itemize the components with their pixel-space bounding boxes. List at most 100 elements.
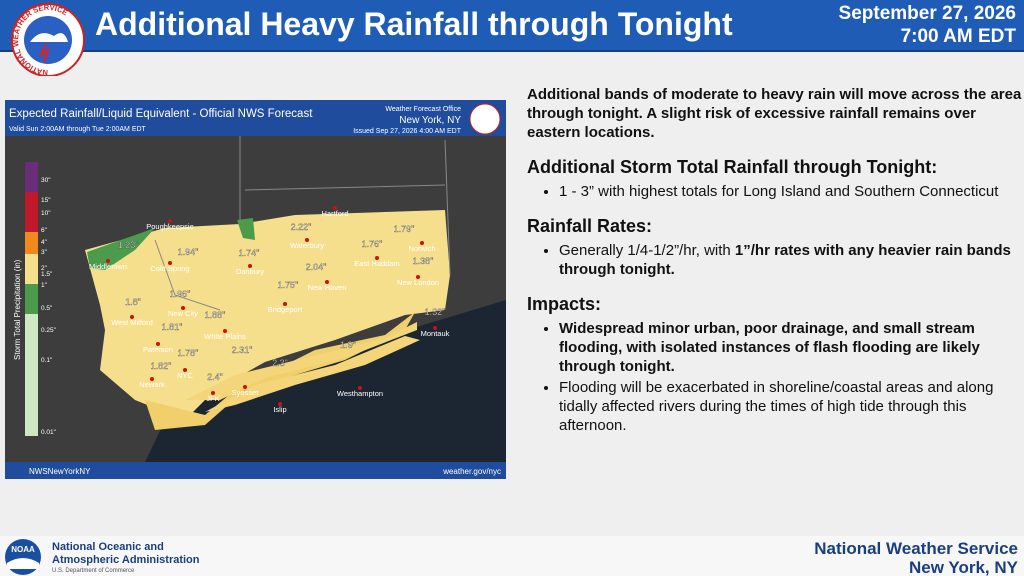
office: New York, NY bbox=[909, 558, 1018, 576]
city-dot bbox=[150, 377, 154, 381]
time: 7:00 AM EDT bbox=[900, 26, 1016, 47]
rain-amount: 1.74" bbox=[239, 248, 260, 258]
rain-amount: 1.78" bbox=[178, 348, 199, 358]
map-title: Expected Rainfall/Liquid Equivalent - Of… bbox=[9, 108, 313, 120]
city-label: New City bbox=[168, 309, 198, 318]
city-label: Poughkeepsie bbox=[146, 222, 194, 231]
footer: NOAA National Oceanic and Atmospheric Ad… bbox=[0, 536, 1024, 576]
rain-amount: 1.38" bbox=[413, 256, 434, 266]
office: New York, NY bbox=[399, 115, 461, 126]
city-label: NYC bbox=[177, 371, 193, 380]
city-dot bbox=[243, 385, 247, 389]
title: Additional Heavy Rainfall through Tonigh… bbox=[95, 6, 733, 42]
city-label: Bridgeport bbox=[268, 305, 304, 314]
bullet: Flooding will be exacerbated in shorelin… bbox=[559, 378, 1022, 435]
rainfall-map: Expected Rainfall/Liquid Equivalent - Of… bbox=[5, 100, 506, 479]
legend-tick: 10" bbox=[41, 210, 51, 217]
city-label: Newark bbox=[139, 380, 165, 389]
legend-tick: 15" bbox=[41, 197, 51, 204]
city-dot bbox=[106, 259, 110, 263]
legend-tick: 0.01" bbox=[41, 429, 57, 436]
date: September 27, 2026 bbox=[838, 3, 1016, 24]
noaa-logo: NOAA bbox=[5, 539, 41, 575]
section-heading: Rainfall Rates: bbox=[527, 216, 653, 236]
city-dot bbox=[375, 256, 379, 260]
office: National Weather Service bbox=[814, 539, 1018, 558]
rain-amount: 1.8" bbox=[125, 297, 141, 307]
legend-tick: 4" bbox=[41, 239, 48, 246]
rain-amount: 1.75" bbox=[278, 280, 299, 290]
rain-amount: 1.76" bbox=[362, 239, 383, 249]
city-label: Waterbury bbox=[290, 241, 325, 250]
bullet-text: Generally 1/4-1/2”/hr, with bbox=[559, 242, 735, 259]
office-label: Weather Forecast Office bbox=[385, 106, 461, 113]
department: U.S. Department of Commerce bbox=[52, 568, 135, 574]
intro: Additional bands of moderate to heavy ra… bbox=[527, 86, 1022, 141]
rain-amount: 1.79" bbox=[394, 224, 415, 234]
city-label: Middletown bbox=[89, 262, 127, 271]
rain-amount: 1.23" bbox=[118, 240, 139, 250]
rain-amount: 1.96" bbox=[170, 289, 191, 299]
rain-amount: 1.88" bbox=[205, 310, 226, 320]
bullet: Generally 1/4-1/2”/hr, with 1”/hr rates … bbox=[559, 241, 1022, 279]
url: weather.gov/nyc bbox=[442, 467, 501, 476]
city-dot bbox=[283, 302, 287, 306]
rain-amount: 1.9" bbox=[340, 340, 356, 350]
legend-tick: 2" bbox=[41, 265, 48, 272]
legend-tick: 1.5" bbox=[41, 271, 53, 278]
section-heading: Additional Storm Total Rainfall through … bbox=[527, 157, 938, 177]
city-dot bbox=[305, 238, 309, 242]
city-dot bbox=[223, 329, 227, 333]
city-label: Islip bbox=[273, 405, 286, 414]
city-label: Paterson bbox=[143, 345, 173, 354]
nws-logo: NATIONAL WEATHER SERVICE bbox=[11, 3, 85, 76]
map-valid: Valid Sun 2:00AM through Tue 2:00AM EDT bbox=[9, 126, 147, 133]
rain-amount: 2.22" bbox=[291, 222, 312, 232]
city-label: Westhampton bbox=[337, 389, 383, 398]
city-dot bbox=[416, 275, 420, 279]
city-label: White Plains bbox=[204, 332, 246, 341]
legend-label: Storm Total Precipitation (in) bbox=[13, 259, 22, 360]
rain-amount: 1.32" bbox=[425, 307, 446, 317]
city-dot bbox=[156, 342, 160, 346]
city-label: Norwich bbox=[408, 244, 435, 253]
city-label: New London bbox=[397, 278, 439, 287]
city-label: Hartford bbox=[321, 209, 348, 218]
rain-amount: 2.4" bbox=[207, 372, 223, 382]
rain-amount: 2.3" bbox=[272, 358, 288, 368]
legend-tick: 1" bbox=[41, 282, 48, 289]
header-bar: NATIONAL WEATHER SERVICE Additional Heav… bbox=[0, 0, 1024, 76]
city-dot bbox=[358, 386, 362, 390]
city-label: Danbury bbox=[236, 267, 265, 276]
city-dot bbox=[433, 326, 437, 330]
bullet-text-bold: 1”/hr rates with any heavier rain bands … bbox=[559, 242, 1011, 278]
legend-tick: 0.1" bbox=[41, 357, 53, 364]
legend-tick: 30" bbox=[41, 177, 51, 184]
city-label: New Haven bbox=[308, 283, 347, 292]
city-label: West Milford bbox=[111, 318, 153, 327]
city-dot bbox=[168, 261, 172, 265]
bullet: Widespread minor urban, poor drainage, a… bbox=[559, 319, 1022, 376]
issued: Issued Sep 27, 2026 4:00 AM EDT bbox=[353, 128, 462, 135]
agency: National Oceanic and bbox=[52, 541, 164, 553]
legend-tick: 3" bbox=[41, 249, 48, 256]
city-label: Syosset bbox=[232, 388, 260, 397]
rain-amount: 2.04" bbox=[306, 262, 327, 272]
city-dot bbox=[333, 206, 337, 210]
city-dot bbox=[130, 315, 134, 319]
city-label: JFK bbox=[206, 394, 219, 403]
legend-tick: 0.5" bbox=[41, 305, 53, 312]
office-logo bbox=[469, 103, 501, 135]
rain-amount: 1.94" bbox=[178, 247, 199, 257]
noaa-text: NOAA bbox=[11, 545, 35, 554]
city-dot bbox=[248, 264, 252, 268]
bullet: 1 - 3” with highest totals for Long Isla… bbox=[559, 182, 1022, 201]
city-dot bbox=[278, 402, 282, 406]
rain-amount: 2.31" bbox=[232, 345, 253, 355]
city-label: East Haddam bbox=[354, 259, 399, 268]
city-label: Cold Spring bbox=[150, 264, 189, 273]
city-dot bbox=[325, 280, 329, 284]
rain-amount: 1.82" bbox=[151, 361, 172, 371]
city-dot bbox=[183, 368, 187, 372]
